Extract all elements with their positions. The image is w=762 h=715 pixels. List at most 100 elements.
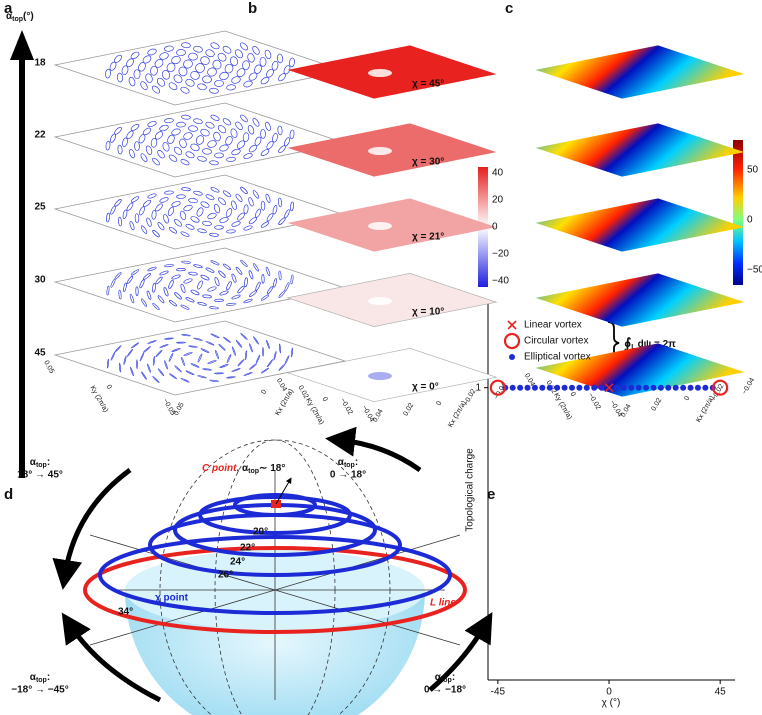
polarization-ellipse bbox=[157, 150, 165, 159]
polarization-ellipse bbox=[157, 222, 165, 231]
alpha-colon: : bbox=[47, 457, 50, 468]
annotation-sub: L bbox=[631, 344, 636, 351]
polarization-ellipse bbox=[183, 132, 193, 140]
polarization-ellipse bbox=[181, 187, 191, 192]
polarization-ellipse bbox=[185, 297, 195, 303]
panel-label: a bbox=[4, 0, 13, 17]
polarization-ellipse bbox=[176, 341, 186, 344]
polarization-ellipse bbox=[226, 229, 236, 234]
polarization-ellipse bbox=[188, 345, 198, 348]
alpha-sub: top bbox=[344, 462, 355, 469]
polarization-ellipse bbox=[171, 201, 181, 207]
alpha-level: 25 bbox=[34, 202, 46, 213]
polarization-ellipse bbox=[231, 221, 241, 227]
polarization-ellipse bbox=[154, 58, 164, 68]
polarization-ellipse bbox=[159, 52, 169, 60]
y-tick-label: 1 bbox=[475, 382, 481, 393]
polarization-ellipse bbox=[278, 270, 282, 281]
colorbar bbox=[733, 140, 743, 285]
polarization-ellipse bbox=[152, 355, 156, 366]
polarization-ellipse bbox=[152, 157, 160, 166]
polarization-ellipse bbox=[213, 131, 221, 142]
colorbar-tick-label: 0 bbox=[747, 215, 753, 226]
polarization-ellipse bbox=[243, 372, 253, 376]
angle-label: 34° bbox=[118, 607, 133, 618]
elliptical-vortex-marker bbox=[680, 384, 687, 391]
polarization-ellipse bbox=[276, 53, 284, 64]
polarization-ellipse bbox=[273, 278, 277, 288]
polarization-ellipse bbox=[122, 209, 128, 219]
polarization-ellipse bbox=[212, 59, 222, 70]
panel-label: d bbox=[4, 486, 13, 503]
polarization-ellipse bbox=[193, 118, 203, 125]
polarization-ellipse bbox=[226, 376, 236, 379]
polarization-ellipse bbox=[190, 289, 200, 296]
polarization-ellipse bbox=[260, 149, 270, 157]
polarization-ellipse bbox=[207, 212, 217, 220]
alpha-range-label: αtop: bbox=[30, 672, 50, 684]
polarization-ellipse bbox=[196, 207, 204, 217]
polarization-ellipse bbox=[262, 346, 264, 357]
chi-label: χ = 10° bbox=[412, 307, 444, 318]
alpha-range: −18° → −45° bbox=[11, 685, 68, 696]
polarization-ellipse bbox=[130, 367, 134, 377]
polarization-ellipse bbox=[180, 159, 190, 166]
polarization-ellipse bbox=[168, 352, 174, 362]
polarization-ellipse bbox=[185, 151, 195, 159]
elliptical-vortex-marker bbox=[568, 384, 575, 391]
polarization-ellipse bbox=[243, 225, 253, 231]
elliptical-vortex-marker bbox=[598, 384, 605, 391]
polarization-ellipse bbox=[260, 200, 266, 211]
polarization-ellipse bbox=[180, 377, 190, 383]
ky-tick-label: 0 bbox=[105, 384, 113, 391]
polarization-ellipse bbox=[197, 375, 207, 379]
angle-label: 22° bbox=[240, 543, 255, 554]
polarization-ellipse bbox=[209, 306, 219, 310]
angle-label: 26° bbox=[218, 570, 233, 581]
polarization-ellipse bbox=[242, 132, 250, 143]
ky-tick-label: 0.04 bbox=[275, 377, 288, 392]
polarization-ellipse bbox=[121, 65, 129, 75]
polarization-ellipse bbox=[147, 363, 151, 373]
alpha-range: 18° → 45° bbox=[17, 470, 63, 481]
polarization-ellipse bbox=[195, 63, 205, 73]
polarization-ellipse bbox=[219, 71, 229, 81]
polarization-ellipse bbox=[116, 72, 124, 83]
polarization-ellipse bbox=[219, 290, 229, 296]
alpha-range-label: αtop: bbox=[435, 672, 455, 684]
kx-tick-label: 0 bbox=[683, 395, 691, 402]
kx-axis-label: Kx (2π/a) bbox=[447, 400, 468, 429]
elliptical-vortex-marker bbox=[554, 384, 561, 391]
polarization-ellipse bbox=[173, 146, 183, 155]
polarization-ellipse bbox=[243, 80, 253, 88]
polarization-ellipse bbox=[252, 263, 260, 272]
polarization-ellipse bbox=[218, 270, 226, 278]
elliptical-vortex-marker bbox=[672, 384, 679, 391]
polarization-ellipse bbox=[122, 137, 128, 147]
polarization-ellipse bbox=[255, 281, 261, 291]
phase-sheet bbox=[535, 273, 745, 327]
polarization-ellipse bbox=[260, 128, 266, 139]
polarization-ellipse bbox=[126, 348, 134, 357]
kx-tick-label: 0.02 bbox=[650, 397, 663, 412]
singularity-spot bbox=[368, 222, 392, 230]
chi-label: χ = 30° bbox=[412, 157, 444, 168]
polarization-ellipse bbox=[231, 294, 241, 300]
polarization-ellipse bbox=[164, 264, 174, 268]
polarization-ellipse bbox=[248, 197, 254, 207]
polarization-ellipse bbox=[168, 82, 178, 91]
polarization-ellipse bbox=[168, 279, 174, 289]
polarization-ellipse bbox=[205, 194, 215, 201]
c-point-sub: top bbox=[248, 468, 259, 475]
polarization-ellipse bbox=[123, 355, 127, 365]
axes-3d bbox=[89, 470, 461, 700]
polarization-ellipse bbox=[147, 48, 157, 56]
polarization-ellipse bbox=[146, 217, 152, 227]
polarization-ellipse bbox=[114, 54, 122, 63]
polarization-ellipse bbox=[205, 267, 215, 273]
alpha-range: 0 → 18° bbox=[330, 470, 366, 481]
polarization-ellipse bbox=[217, 125, 227, 134]
polarization-ellipse bbox=[265, 266, 271, 276]
polarization-ellipse bbox=[210, 333, 220, 339]
polarization-ellipse bbox=[277, 125, 283, 136]
